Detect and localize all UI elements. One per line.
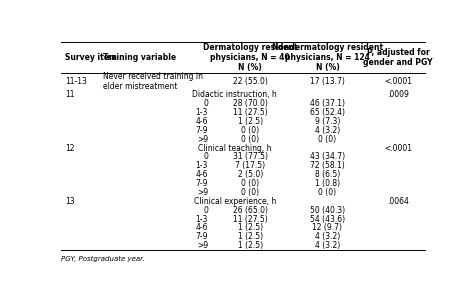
Text: 11 (27.5): 11 (27.5): [233, 214, 268, 224]
Text: 0 (0): 0 (0): [241, 135, 259, 144]
Text: 0 (0): 0 (0): [319, 188, 337, 197]
Text: 1 (0.8): 1 (0.8): [315, 179, 340, 188]
Text: 2 (5.0): 2 (5.0): [237, 170, 263, 179]
Text: 0: 0: [203, 206, 208, 215]
Text: 1-3: 1-3: [196, 161, 208, 170]
Text: 7 (17.5): 7 (17.5): [235, 161, 265, 170]
Text: 4-6: 4-6: [196, 117, 208, 126]
Text: >9: >9: [197, 188, 208, 197]
Text: 26 (65.0): 26 (65.0): [233, 206, 268, 215]
Text: 50 (40.3): 50 (40.3): [310, 206, 345, 215]
Text: >9: >9: [197, 135, 208, 144]
Text: Survey item: Survey item: [65, 53, 117, 62]
Text: 4-6: 4-6: [196, 223, 208, 232]
Text: 46 (37.1): 46 (37.1): [310, 99, 345, 108]
Text: >9: >9: [197, 241, 208, 250]
Text: Clinical experience, h: Clinical experience, h: [193, 197, 276, 206]
Text: 12: 12: [65, 144, 74, 153]
Text: 7-9: 7-9: [196, 232, 208, 241]
Text: 12 (9.7): 12 (9.7): [312, 223, 342, 232]
Text: Never received training in
elder mistreatment: Never received training in elder mistrea…: [103, 72, 203, 91]
Text: Nondermatology resident
physicians, N = 124
N (%): Nondermatology resident physicians, N = …: [272, 43, 383, 72]
Text: 28 (70.0): 28 (70.0): [233, 99, 268, 108]
Text: <.0001: <.0001: [384, 77, 412, 86]
Text: 1 (2.5): 1 (2.5): [237, 117, 263, 126]
Text: 22 (55.0): 22 (55.0): [233, 77, 268, 86]
Text: Training variable: Training variable: [103, 53, 176, 62]
Text: 4 (3.2): 4 (3.2): [315, 232, 340, 241]
Text: Clinical teaching, h: Clinical teaching, h: [198, 144, 272, 153]
Text: 13: 13: [65, 197, 74, 206]
Text: .0009: .0009: [387, 90, 409, 99]
Text: 1 (2.5): 1 (2.5): [237, 232, 263, 241]
Text: 11 (27.5): 11 (27.5): [233, 108, 268, 117]
Text: 0 (0): 0 (0): [241, 126, 259, 135]
Text: 0: 0: [203, 99, 208, 108]
Text: <.0001: <.0001: [384, 144, 412, 153]
Text: PGY, Postgraduate year.: PGY, Postgraduate year.: [61, 255, 145, 262]
Text: 11-13: 11-13: [65, 77, 87, 86]
Text: 8 (6.5): 8 (6.5): [315, 170, 340, 179]
Text: 1 (2.5): 1 (2.5): [237, 241, 263, 250]
Text: 1-3: 1-3: [196, 108, 208, 117]
Text: 7-9: 7-9: [196, 126, 208, 135]
Text: 43 (34.7): 43 (34.7): [310, 153, 345, 162]
Text: 0 (0): 0 (0): [241, 188, 259, 197]
Text: 31 (77.5): 31 (77.5): [233, 153, 268, 162]
Text: 54 (43.6): 54 (43.6): [310, 214, 345, 224]
Text: 65 (52.4): 65 (52.4): [310, 108, 345, 117]
Text: 72 (58.1): 72 (58.1): [310, 161, 345, 170]
Text: Dermatology resident
physicians, N = 40
N (%): Dermatology resident physicians, N = 40 …: [203, 43, 298, 72]
Text: 4 (3.2): 4 (3.2): [315, 241, 340, 250]
Text: Didactic instruction, h: Didactic instruction, h: [192, 90, 277, 99]
Text: 17 (13.7): 17 (13.7): [310, 77, 345, 86]
Text: 1-3: 1-3: [196, 214, 208, 224]
Text: 1 (2.5): 1 (2.5): [237, 223, 263, 232]
Text: 4 (3.2): 4 (3.2): [315, 126, 340, 135]
Text: 0 (0): 0 (0): [319, 135, 337, 144]
Text: 9 (7.3): 9 (7.3): [315, 117, 340, 126]
Text: 0 (0): 0 (0): [241, 179, 259, 188]
Text: 7-9: 7-9: [196, 179, 208, 188]
Text: .0064: .0064: [387, 197, 409, 206]
Text: 4-6: 4-6: [196, 170, 208, 179]
Text: 11: 11: [65, 90, 74, 99]
Text: P, adjusted for
gender and PGY: P, adjusted for gender and PGY: [364, 48, 433, 67]
Text: 0: 0: [203, 153, 208, 162]
